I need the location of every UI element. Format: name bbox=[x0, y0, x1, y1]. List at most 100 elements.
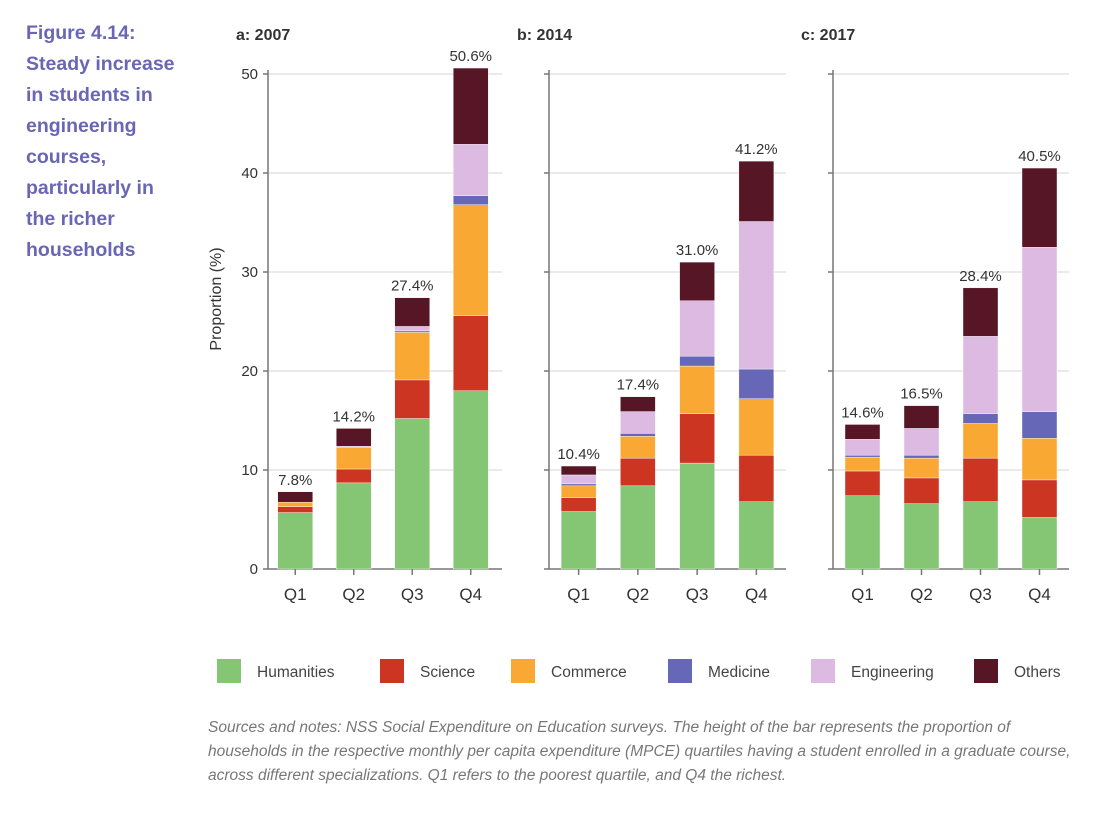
bar-segment-science bbox=[738, 454, 775, 502]
bar-segment-humanities bbox=[903, 503, 940, 570]
bar-segment-others bbox=[336, 428, 372, 447]
x-tick-label: Q4 bbox=[459, 585, 482, 604]
bar-segment-science bbox=[1021, 479, 1058, 518]
bar-segment-humanities bbox=[844, 495, 881, 570]
bar-segment-others bbox=[620, 396, 656, 412]
bar-segment-medicine bbox=[738, 368, 775, 399]
bar-total-label: 27.4% bbox=[391, 278, 434, 295]
bar-segment-science bbox=[962, 457, 999, 502]
y-tick-label: 30 bbox=[241, 264, 258, 281]
bar-segment-humanities bbox=[277, 512, 313, 570]
x-tick-label: Q1 bbox=[567, 585, 590, 604]
bar-total-label: 7.8% bbox=[278, 472, 312, 489]
y-tick-label: 10 bbox=[241, 462, 258, 479]
bar-segment-others bbox=[560, 465, 597, 476]
figure-title: Figure 4.14: Steady increase in students… bbox=[26, 18, 176, 266]
bar-segment-medicine bbox=[1021, 411, 1058, 439]
stacked-bar-charts: a: 2007 0 10 20 30 40 50 Proportion (%) 7.8% Q1 14… bbox=[208, 27, 1069, 683]
bar-segment-medicine bbox=[962, 413, 999, 424]
source-notes: Sources and notes: NSS Social Expenditur… bbox=[208, 719, 1071, 784]
legend-label: Science bbox=[420, 664, 475, 681]
x-tick-label: Q2 bbox=[910, 585, 933, 604]
bar-segment-others bbox=[962, 287, 999, 337]
bar-segment-others bbox=[903, 405, 940, 429]
bar-segment-medicine bbox=[844, 454, 881, 458]
bar-segment-engineering bbox=[1021, 247, 1058, 412]
bar-segment-others bbox=[277, 491, 313, 503]
bar-total-label: 41.2% bbox=[735, 141, 778, 158]
bar-segment-commerce bbox=[560, 485, 597, 498]
bar-segment-science bbox=[620, 457, 656, 487]
bar-total-label: 14.6% bbox=[841, 404, 884, 421]
bar-segment-others bbox=[679, 261, 715, 301]
bar-segment-medicine bbox=[394, 330, 430, 333]
x-tick-label: Q3 bbox=[969, 585, 992, 604]
bar-segment-medicine bbox=[620, 433, 656, 437]
bar-segment-engineering bbox=[962, 336, 999, 414]
bar-segment-science bbox=[844, 470, 881, 496]
bar-segment-science bbox=[560, 497, 597, 512]
bar-segment-commerce bbox=[738, 398, 775, 456]
x-tick-label: Q3 bbox=[401, 585, 424, 604]
bar-segment-others bbox=[453, 67, 489, 145]
bar-total-label: 28.4% bbox=[959, 268, 1002, 285]
bar-segment-science bbox=[679, 413, 715, 464]
panel-title: a: 2007 bbox=[236, 27, 290, 44]
bar-segment-commerce bbox=[903, 457, 940, 479]
bar-segment-engineering bbox=[394, 326, 430, 332]
bar-segment-humanities bbox=[560, 511, 597, 570]
legend-label: Engineering bbox=[851, 664, 934, 681]
bar-segment-others bbox=[738, 160, 775, 222]
x-tick-label: Q1 bbox=[851, 585, 874, 604]
bar-segment-humanities bbox=[738, 501, 775, 570]
legend-swatch-engineering bbox=[811, 659, 835, 683]
bar-segment-medicine bbox=[903, 454, 940, 459]
bar-segment-engineering bbox=[620, 411, 656, 434]
bar-segment-humanities bbox=[1021, 517, 1058, 570]
bar-segment-others bbox=[844, 424, 881, 440]
bar-segment-humanities bbox=[394, 418, 430, 570]
y-tick-label: 50 bbox=[241, 66, 258, 83]
bar-segment-engineering bbox=[844, 439, 881, 456]
x-tick-label: Q3 bbox=[686, 585, 709, 604]
x-tick-label: Q1 bbox=[284, 585, 307, 604]
x-tick-label: Q4 bbox=[1028, 585, 1051, 604]
bar-segment-science bbox=[277, 506, 313, 513]
bar-segment-medicine bbox=[560, 483, 597, 487]
y-axis-label: Proportion (%) bbox=[208, 247, 225, 350]
bar-segment-others bbox=[394, 297, 430, 327]
bar-segment-commerce bbox=[962, 423, 999, 459]
bar-segment-engineering bbox=[903, 428, 940, 456]
bar-segment-others bbox=[1021, 167, 1058, 248]
y-tick-label: 40 bbox=[241, 165, 258, 182]
bar-total-label: 16.5% bbox=[900, 386, 943, 403]
bar-segment-engineering bbox=[453, 144, 489, 196]
panel-title: c: 2017 bbox=[801, 27, 855, 44]
bar-segment-commerce bbox=[336, 447, 372, 470]
bar-total-label: 17.4% bbox=[617, 377, 660, 394]
bar-segment-commerce bbox=[679, 365, 715, 414]
legend-swatch-medicine bbox=[668, 659, 692, 683]
legend-swatch-science bbox=[380, 659, 404, 683]
bar-segment-commerce bbox=[620, 436, 656, 459]
legend-label: Humanities bbox=[257, 664, 335, 681]
bar-segment-engineering bbox=[679, 300, 715, 357]
bar-segment-science bbox=[336, 468, 372, 484]
bar-total-label: 31.0% bbox=[676, 242, 719, 259]
bar-segment-humanities bbox=[453, 390, 489, 570]
bar-segment-humanities bbox=[962, 501, 999, 570]
bar-segment-science bbox=[903, 477, 940, 504]
panel-title: b: 2014 bbox=[517, 27, 572, 44]
bar-segment-commerce bbox=[844, 456, 881, 472]
bar-segment-humanities bbox=[679, 462, 715, 570]
bar-segment-commerce bbox=[453, 204, 489, 316]
x-tick-label: Q2 bbox=[342, 585, 365, 604]
bar-segment-science bbox=[394, 379, 430, 419]
bar-total-label: 14.2% bbox=[332, 408, 375, 425]
bar-total-label: 10.4% bbox=[557, 446, 600, 463]
bar-total-label: 40.5% bbox=[1018, 148, 1061, 165]
bar-segment-commerce bbox=[1021, 438, 1058, 481]
bar-segment-commerce bbox=[394, 332, 430, 381]
legend-swatch-humanities bbox=[217, 659, 241, 683]
bar-segment-engineering bbox=[560, 474, 597, 485]
